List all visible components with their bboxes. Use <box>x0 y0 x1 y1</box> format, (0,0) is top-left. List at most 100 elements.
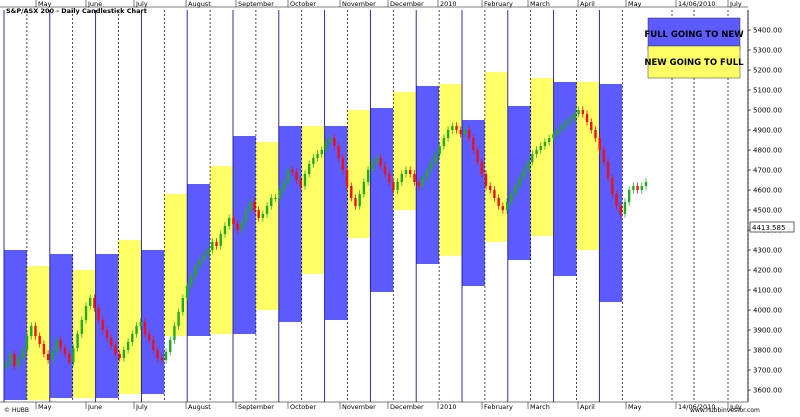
month-axis: May June July August September October Novembe… <box>0 0 748 411</box>
candle-body <box>396 182 399 190</box>
band-new-to-full <box>484 72 508 242</box>
candle-body <box>181 298 185 312</box>
candle-body <box>282 182 286 190</box>
price-tick-label: 4700.00 <box>753 167 782 175</box>
candle-body <box>110 338 113 346</box>
month-label-bottom: May <box>628 403 642 411</box>
month-label-bottom: August <box>188 403 211 411</box>
candle-body <box>442 138 446 146</box>
last-price-box <box>749 221 795 233</box>
candle-body <box>253 202 256 210</box>
candle-body <box>240 222 243 230</box>
month-label-top: 2010 <box>440 0 457 8</box>
candle-body <box>223 226 227 234</box>
price-tick-label: 5400.00 <box>753 27 782 35</box>
price-tick-label: 3700.00 <box>753 367 782 375</box>
candle-body <box>316 154 319 158</box>
price-tick-label: 5300.00 <box>753 47 782 55</box>
candle-body <box>573 114 576 118</box>
candle-body <box>333 138 336 146</box>
candle-body <box>244 210 248 222</box>
candle-body <box>539 146 542 150</box>
candle-body <box>105 330 109 338</box>
month-label-top: July <box>729 0 742 8</box>
band-full-to-new <box>4 250 27 400</box>
month-label-top: December <box>390 0 424 8</box>
month-label-bottom: July <box>135 403 148 411</box>
legend-swatch-new-to-full <box>647 45 741 79</box>
candle-body <box>194 266 197 276</box>
candle-body <box>543 142 547 146</box>
candle-body <box>594 130 597 138</box>
candle-body <box>185 286 189 298</box>
month-label-top: July <box>135 0 148 8</box>
band-new-to-full <box>301 126 325 274</box>
band-full-to-new <box>49 254 73 398</box>
band-new-to-full <box>255 142 279 310</box>
month-label-bottom: November <box>342 403 376 411</box>
candle-body <box>455 126 458 130</box>
candle-body <box>76 334 79 348</box>
candle-body <box>278 190 281 198</box>
month-label-bottom: March <box>530 403 550 411</box>
candle-body <box>459 130 462 134</box>
candle-body <box>337 146 340 158</box>
candle-body <box>80 320 83 334</box>
candle-body <box>493 190 496 198</box>
candle-body <box>324 142 328 150</box>
candle-body <box>59 340 62 348</box>
candle-body <box>291 170 294 172</box>
candle-body <box>135 326 138 334</box>
month-label-top: May <box>38 0 52 8</box>
band-new-to-full <box>72 270 96 398</box>
legend-new-to-full: NEW GOING TO FULL <box>644 45 744 79</box>
candle-body <box>173 326 176 340</box>
candle-body <box>627 190 631 202</box>
candle-body <box>438 146 441 154</box>
candle-body <box>598 138 601 150</box>
watermark-left: © HUBB <box>4 407 29 414</box>
price-tick-label: 3600.00 <box>753 387 782 395</box>
candle-body <box>114 346 117 354</box>
candle-body <box>51 352 54 360</box>
band-full-to-new <box>278 126 302 322</box>
candle-body <box>417 182 420 186</box>
price-tick-label: 5100.00 <box>753 87 782 95</box>
candle-body <box>261 214 265 218</box>
candle-body <box>257 210 260 218</box>
candle-body <box>118 354 121 358</box>
candle-body <box>522 170 526 178</box>
candle-body <box>17 358 20 366</box>
candle-body <box>164 352 168 360</box>
candle-body <box>602 150 606 162</box>
band-new-to-full <box>439 84 462 256</box>
candle-body <box>489 186 492 190</box>
candle-body <box>463 130 467 134</box>
month-label-bottom: December <box>390 403 424 411</box>
candle-body <box>219 234 222 246</box>
band-full-to-new <box>324 126 348 320</box>
candle-body <box>147 334 151 340</box>
candle-body <box>25 336 29 350</box>
candle-body <box>623 202 627 214</box>
month-label-bottom: October <box>290 403 316 411</box>
candle-body <box>425 170 429 178</box>
candle-body <box>345 170 349 186</box>
legend-label-new-to-full: NEW GOING TO FULL <box>644 58 744 68</box>
candle-body <box>472 138 475 150</box>
price-tick-label: 3900.00 <box>753 327 782 335</box>
candle-body <box>202 254 206 260</box>
legend-swatch-full-to-new <box>647 17 741 51</box>
candle-body <box>215 242 218 246</box>
candle-body <box>501 206 505 210</box>
candle-body <box>556 130 559 134</box>
candle-body <box>177 312 180 326</box>
month-label-bottom: June <box>87 403 102 411</box>
candle-body <box>274 198 277 199</box>
candle-body <box>46 354 50 360</box>
band-new-to-full <box>210 166 233 334</box>
month-label-bottom: September <box>238 403 274 411</box>
candle-body <box>350 186 353 198</box>
